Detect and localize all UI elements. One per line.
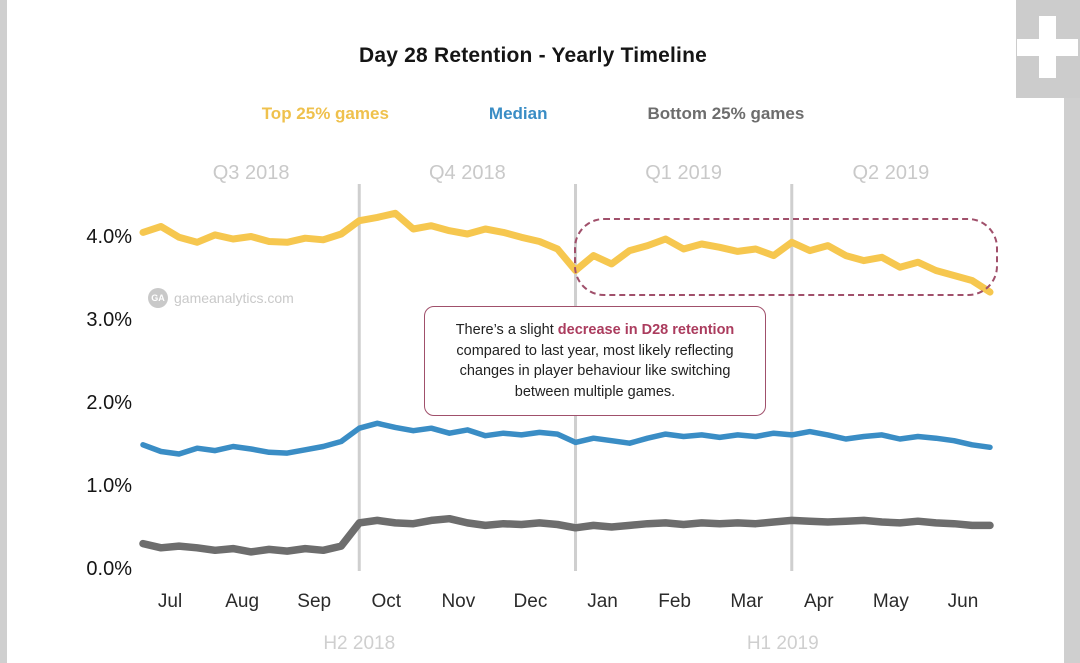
x-axis-label: Sep: [297, 591, 332, 612]
x-axis-label: Mar: [730, 591, 764, 612]
x-axis-label: Apr: [804, 591, 834, 612]
x-axis-label: Aug: [225, 591, 260, 612]
highlight-dashed-region: [574, 218, 998, 296]
gameanalytics-logo-icon: GA: [148, 288, 168, 308]
y-axis-tick: 3.0%: [86, 309, 132, 331]
quarter-axis: Q3 2018 Q4 2018 Q1 2019 Q2 2019: [0, 162, 1080, 186]
half-year-label: H1 2019: [746, 633, 819, 654]
x-axis-label: Jul: [157, 591, 183, 612]
x-axis-label: Oct: [371, 591, 402, 612]
quarter-label: Q1 2019: [645, 162, 722, 184]
legend-top-25-games: Top 25% games: [261, 104, 389, 123]
half-year-axis: H2 2018 H1 2019: [0, 633, 1080, 657]
corner-decoration: [1016, 0, 1080, 98]
annotation-text-pre: There’s a slight: [455, 322, 558, 338]
series-line-median: [140, 420, 993, 457]
quarter-label: Q3 2018: [212, 162, 290, 184]
y-axis-tick: 0.0%: [86, 558, 132, 580]
half-year-label: H2 2018: [323, 633, 396, 654]
legend-median: Median: [488, 104, 548, 123]
y-axis-tick: 2.0%: [86, 392, 132, 414]
quarter-label: Q2 2019: [852, 162, 930, 184]
x-axis-label: Nov: [441, 591, 476, 612]
x-axis-label: Jan: [587, 591, 618, 612]
series-line-bottom-25-games: [139, 514, 994, 556]
quarter-label: Q4 2018: [429, 162, 506, 184]
x-axis-label: Dec: [513, 591, 548, 612]
watermark: GA gameanalytics.com: [148, 288, 294, 308]
x-axis: Jul Aug Sep Oct Nov Dec Jan Feb Mar Apr May Jun: [0, 591, 1080, 615]
y-axis-tick: 4.0%: [86, 226, 132, 248]
x-axis-label: May: [872, 591, 909, 612]
legend: Top 25% games Median Bottom 25% games: [0, 104, 1066, 124]
chart-title: Day 28 Retention - Yearly Timeline: [359, 44, 707, 67]
x-axis-label: Jun: [947, 591, 979, 612]
annotation-text-post: compared to last year, most likely refle…: [456, 342, 734, 400]
right-edge-strip: [1064, 0, 1080, 663]
annotation-callout: There’s a slight decrease in D28 retenti…: [424, 306, 766, 417]
y-axis-tick: 1.0%: [86, 475, 132, 497]
watermark-text: gameanalytics.com: [174, 290, 294, 306]
x-axis-label: Feb: [658, 591, 691, 612]
left-edge-strip: [0, 0, 7, 663]
plus-icon: [1017, 39, 1078, 56]
annotation-text-highlight: decrease in D28 retention: [557, 322, 735, 338]
legend-bottom-25-games: Bottom 25% games: [647, 104, 805, 123]
